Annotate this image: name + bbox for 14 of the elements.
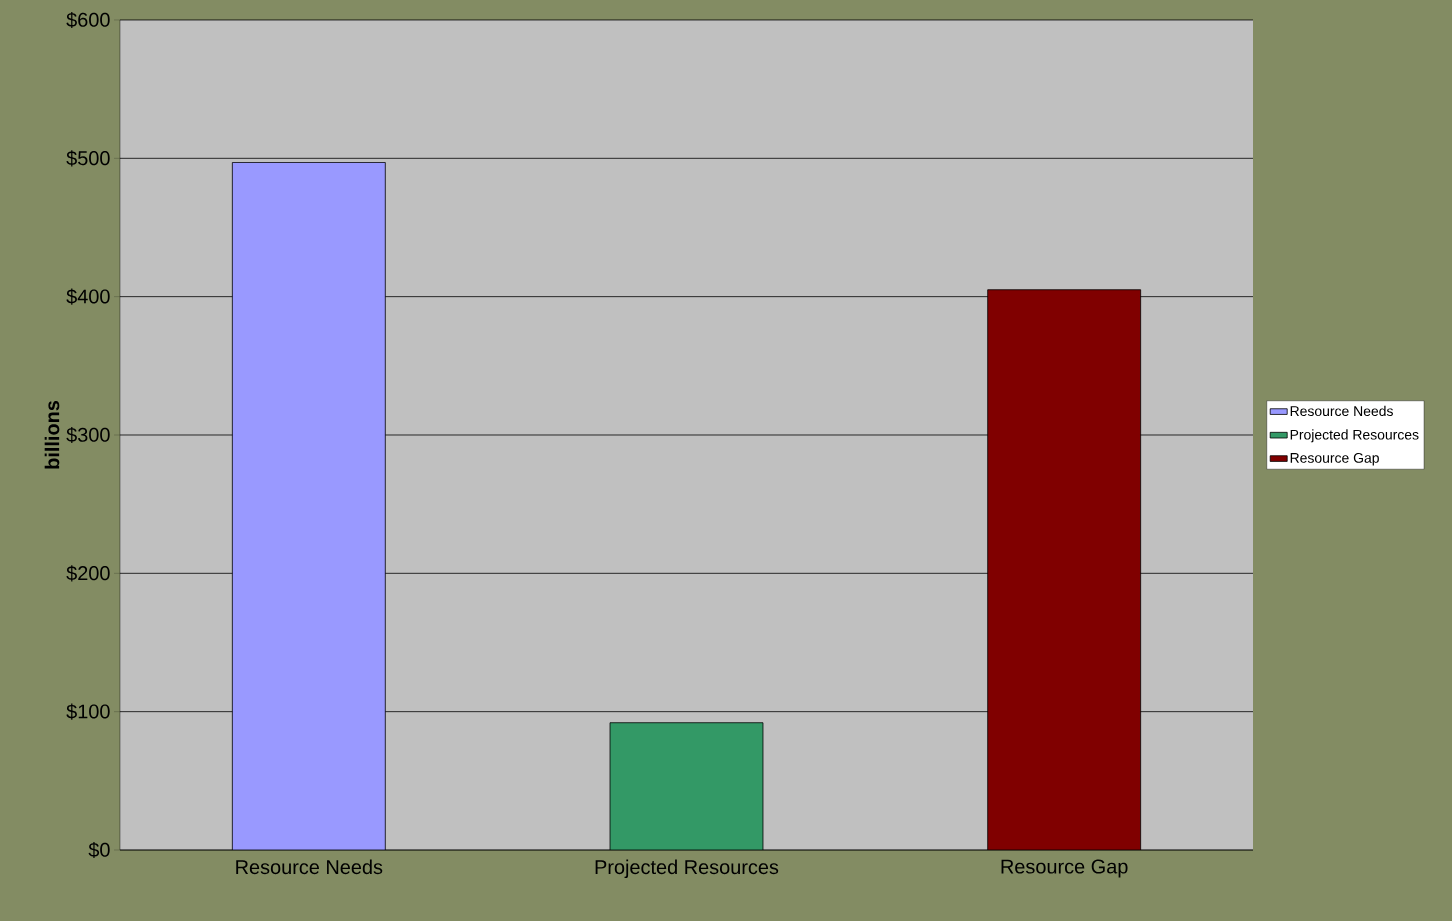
y-tick-label: $600 xyxy=(66,11,110,29)
legend-label: Projected Resources xyxy=(1290,429,1419,443)
x-tick-label: Resource Needs xyxy=(236,859,383,875)
legend-label: Resource Gap xyxy=(1290,452,1379,466)
y-axis-title: billions xyxy=(44,400,60,469)
y-tick-label: $0 xyxy=(88,841,110,859)
y-tick-label: $200 xyxy=(66,565,110,582)
y-tick-label: $500 xyxy=(66,150,110,167)
x-tick-label: Projected Resources xyxy=(595,859,779,879)
y-tick-label: $400 xyxy=(66,288,110,305)
x-tick-label: Resource Gap xyxy=(1001,859,1128,878)
legend-label: Resource Needs xyxy=(1290,405,1393,417)
y-tick-label: $300 xyxy=(66,426,110,444)
y-tick-label: $100 xyxy=(66,703,110,720)
